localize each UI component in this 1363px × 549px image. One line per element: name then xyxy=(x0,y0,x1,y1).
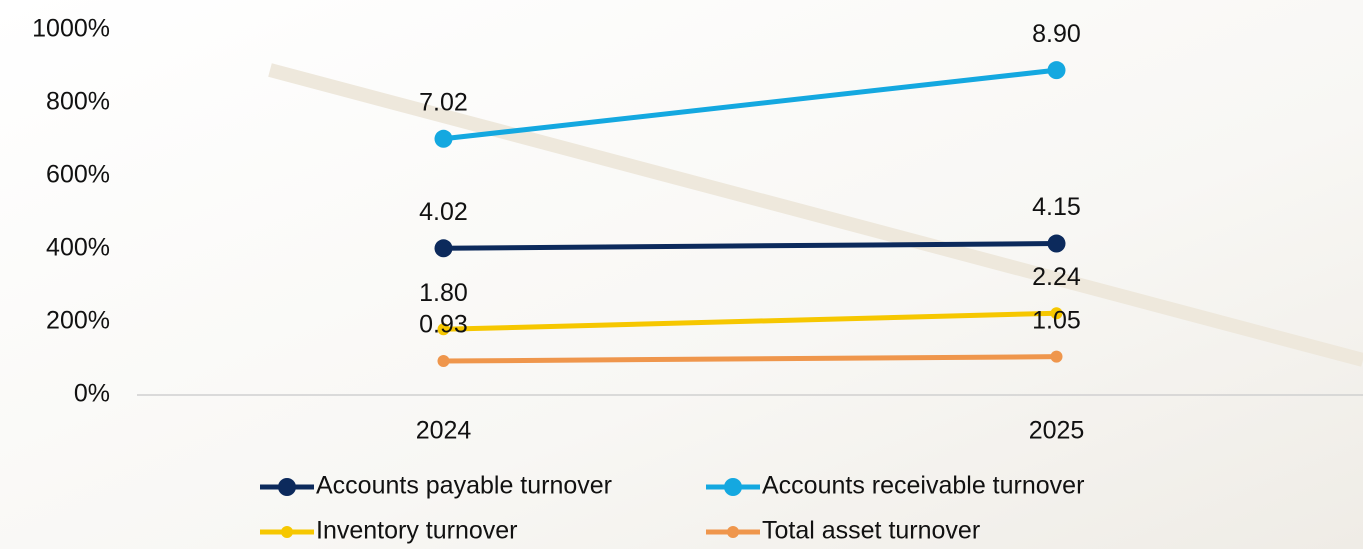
y-tick-label: 0% xyxy=(74,380,110,408)
data-label: 4.02 xyxy=(419,198,468,226)
data-label: 7.02 xyxy=(419,88,468,116)
series-line xyxy=(443,241,1057,251)
data-point xyxy=(1050,350,1063,363)
legend-marker xyxy=(281,526,293,538)
legend-label: Accounts payable turnover xyxy=(316,472,612,500)
data-point xyxy=(1047,61,1066,80)
data-label: 0.93 xyxy=(419,311,468,339)
data-label: 4.15 xyxy=(1032,193,1081,221)
data-point xyxy=(434,239,453,258)
y-tick-label: 400% xyxy=(46,234,110,262)
data-point xyxy=(1050,307,1063,320)
y-tick-label: 1000% xyxy=(32,15,110,43)
legend-marker xyxy=(727,526,739,538)
series-line xyxy=(443,67,1057,142)
data-point xyxy=(1047,234,1066,253)
x-tick-label: 2025 xyxy=(1029,417,1085,445)
legend-label: Accounts receivable turnover xyxy=(762,472,1084,500)
data-point xyxy=(437,323,450,336)
y-tick-label: 200% xyxy=(46,307,110,335)
y-tick-label: 800% xyxy=(46,88,110,116)
y-tick-label: 600% xyxy=(46,161,110,189)
legend-marker xyxy=(724,478,742,496)
legend-marker xyxy=(278,478,296,496)
data-label: 2.24 xyxy=(1032,263,1081,291)
series-line xyxy=(443,310,1057,332)
x-tick-label: 2024 xyxy=(416,417,472,445)
background-crane xyxy=(268,63,1363,367)
legend-label: Inventory turnover xyxy=(316,517,518,545)
data-label: 1.05 xyxy=(1032,306,1081,334)
legend-label: Total asset turnover xyxy=(762,517,980,545)
series-line xyxy=(443,354,1057,364)
data-label: 1.80 xyxy=(419,279,468,307)
data-point xyxy=(434,129,453,148)
data-point xyxy=(437,355,450,368)
data-label: 8.90 xyxy=(1032,20,1081,48)
